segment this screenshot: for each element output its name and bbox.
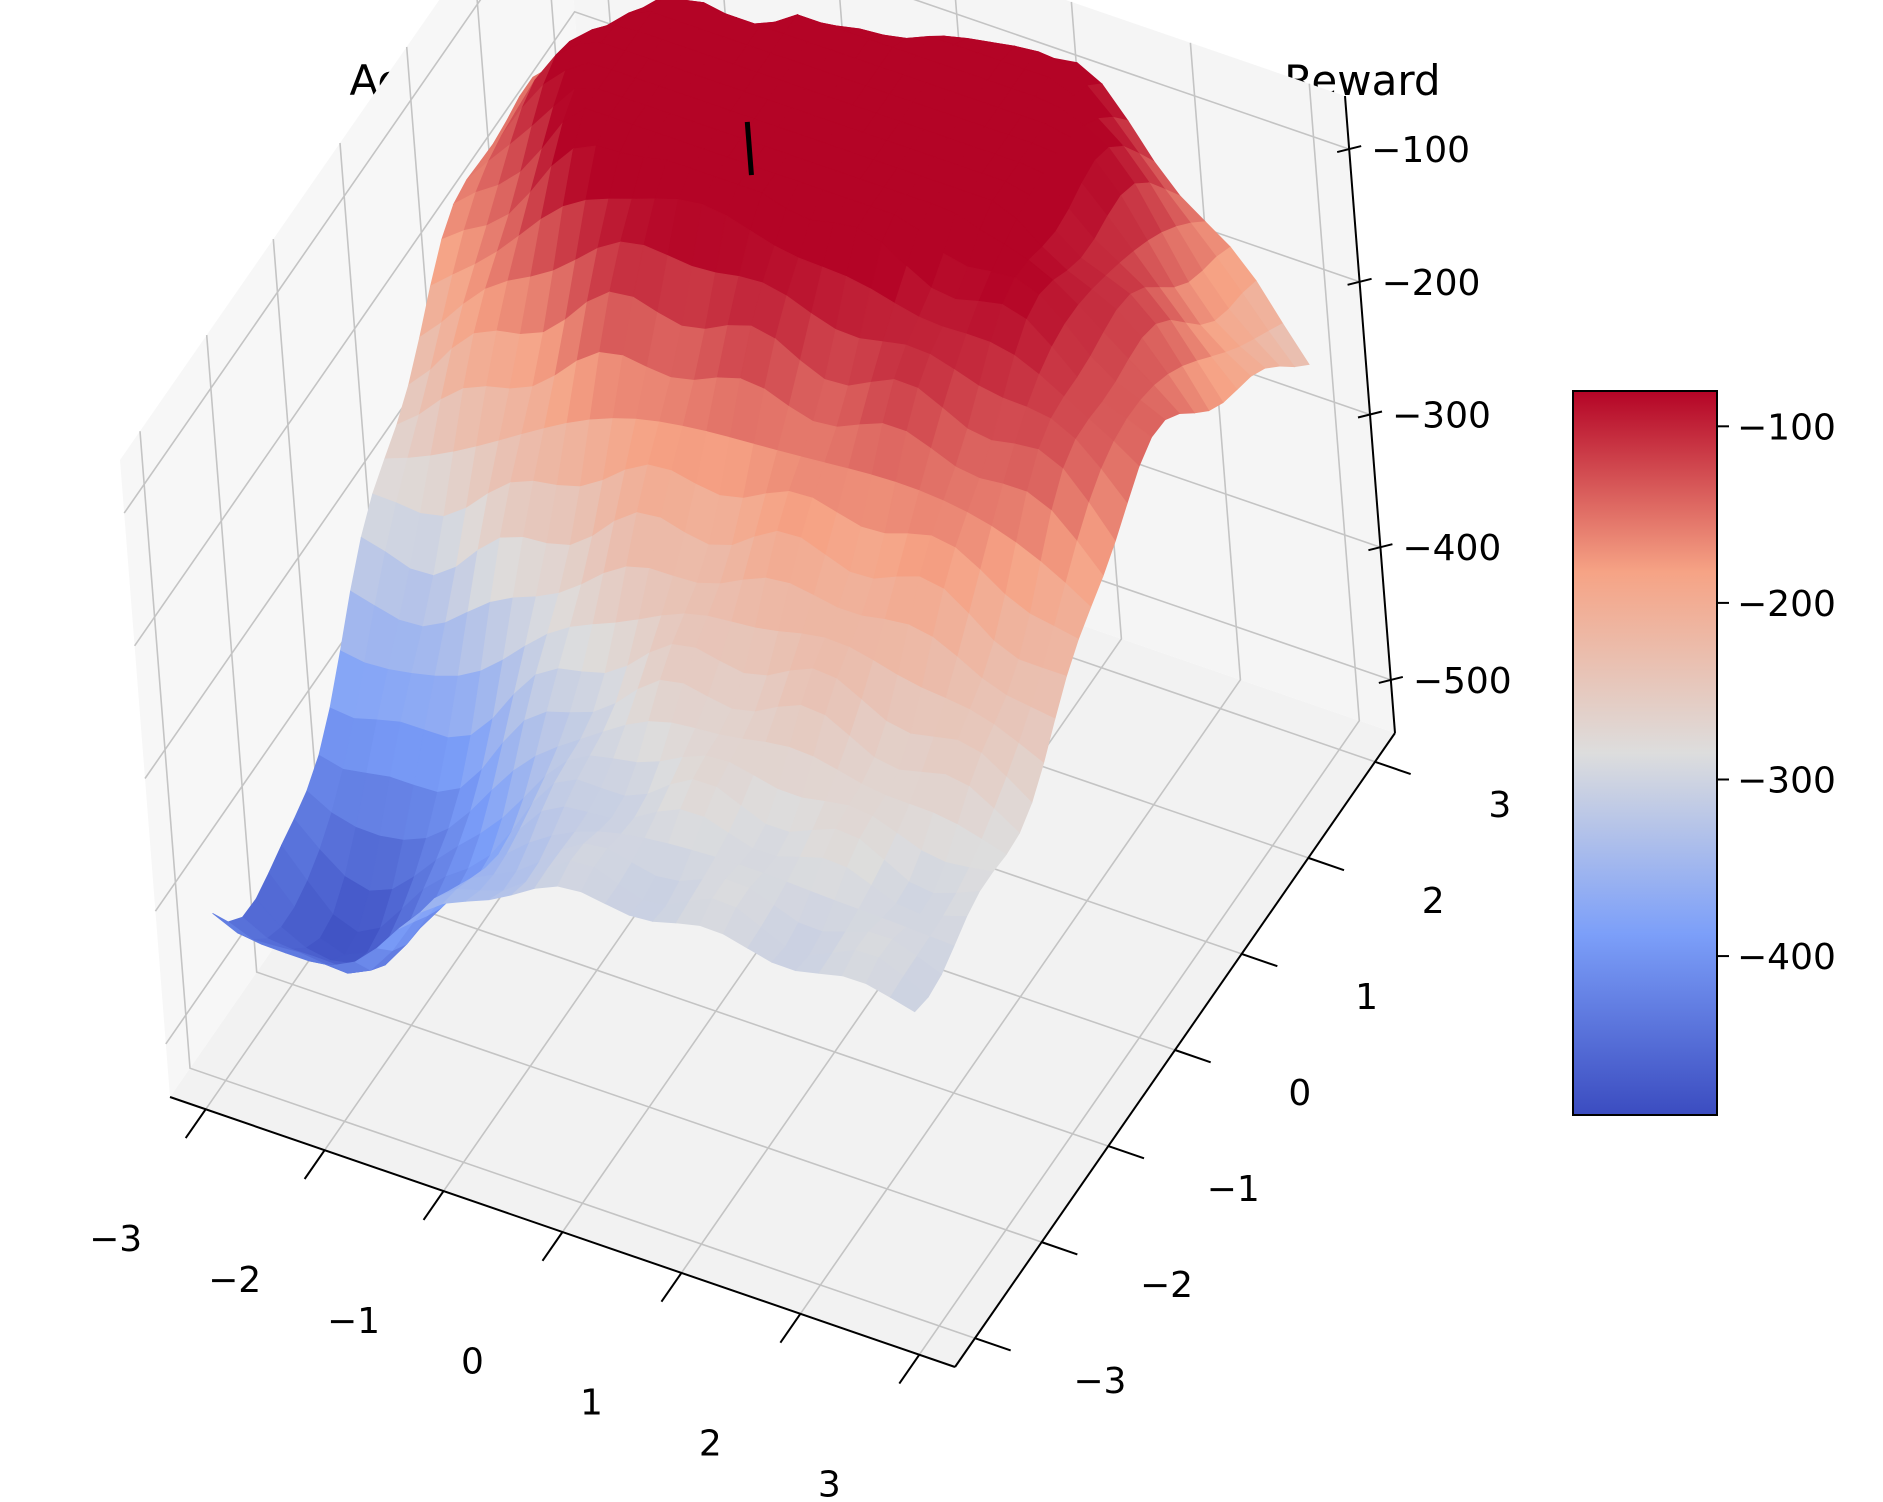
y-tick-label: 3 <box>1488 785 1511 826</box>
z-tick <box>1347 277 1372 286</box>
x-tick-label: 2 <box>699 1424 722 1465</box>
y-tick <box>1308 856 1345 872</box>
colorbar-tick-label: −400 <box>1737 937 1836 978</box>
x-tick <box>184 1108 207 1139</box>
z-tick <box>1378 675 1404 684</box>
colorbar-tick-label: −200 <box>1737 584 1836 625</box>
x-tick <box>898 1354 921 1385</box>
y-tick <box>1041 1241 1078 1256</box>
x-tick-label: 3 <box>818 1464 841 1502</box>
z-tick-label: −200 <box>1382 263 1481 304</box>
y-tick-label: −3 <box>1073 1361 1126 1402</box>
y-gridline <box>205 335 1042 1243</box>
z-tick-label: −100 <box>1371 130 1470 171</box>
y-gridline <box>139 431 976 1339</box>
x-tick <box>303 1149 326 1180</box>
surface-mesh <box>212 0 1310 1013</box>
x-tick <box>779 1313 802 1344</box>
z-tick <box>1357 410 1383 419</box>
z-tick-label: −300 <box>1392 396 1491 437</box>
y-tick-label: 1 <box>1355 977 1378 1018</box>
y-tick <box>974 1337 1012 1352</box>
x-tick <box>422 1190 445 1221</box>
x-tick-label: −3 <box>89 1219 142 1260</box>
y-tick <box>1374 760 1412 776</box>
y-tick-label: −2 <box>1140 1265 1193 1306</box>
x-tick-label: −2 <box>208 1260 261 1301</box>
y-tick-label: 2 <box>1422 881 1445 922</box>
y-tick-label: 0 <box>1288 1073 1311 1114</box>
colorbar-tick-label: −300 <box>1737 760 1836 801</box>
y-tick <box>1174 1049 1212 1064</box>
x-tick <box>541 1231 564 1262</box>
z-gridline <box>123 0 1350 514</box>
z-tick-label: −500 <box>1413 661 1512 702</box>
x-gridline <box>918 83 1361 1356</box>
y-tick-label: −1 <box>1207 1169 1260 1210</box>
max-marker <box>744 121 754 176</box>
x-tick-label: −1 <box>327 1301 380 1342</box>
y-tick <box>1108 1145 1145 1160</box>
y-tick <box>1241 952 1278 968</box>
z-tick <box>1336 145 1362 154</box>
surface-facet <box>889 975 929 1013</box>
axis-ticks: −3 −2 −1 0 1 2 3 −3 −2 −1 0 1 2 3 −500 −400 −300 −200 −100 <box>89 130 1512 1502</box>
x-tick <box>660 1272 683 1303</box>
z-tick <box>1368 543 1393 552</box>
colorbar-bar <box>1572 390 1718 1116</box>
z-tick-label: −400 <box>1402 528 1501 569</box>
x-tick-label: 1 <box>580 1383 603 1424</box>
colorbar: −400 −300 −200 −100 <box>1572 390 1836 1116</box>
x-tick-label: 0 <box>461 1342 484 1383</box>
max-marker-group <box>744 121 754 176</box>
colorbar-tick-label: −100 <box>1737 407 1836 448</box>
